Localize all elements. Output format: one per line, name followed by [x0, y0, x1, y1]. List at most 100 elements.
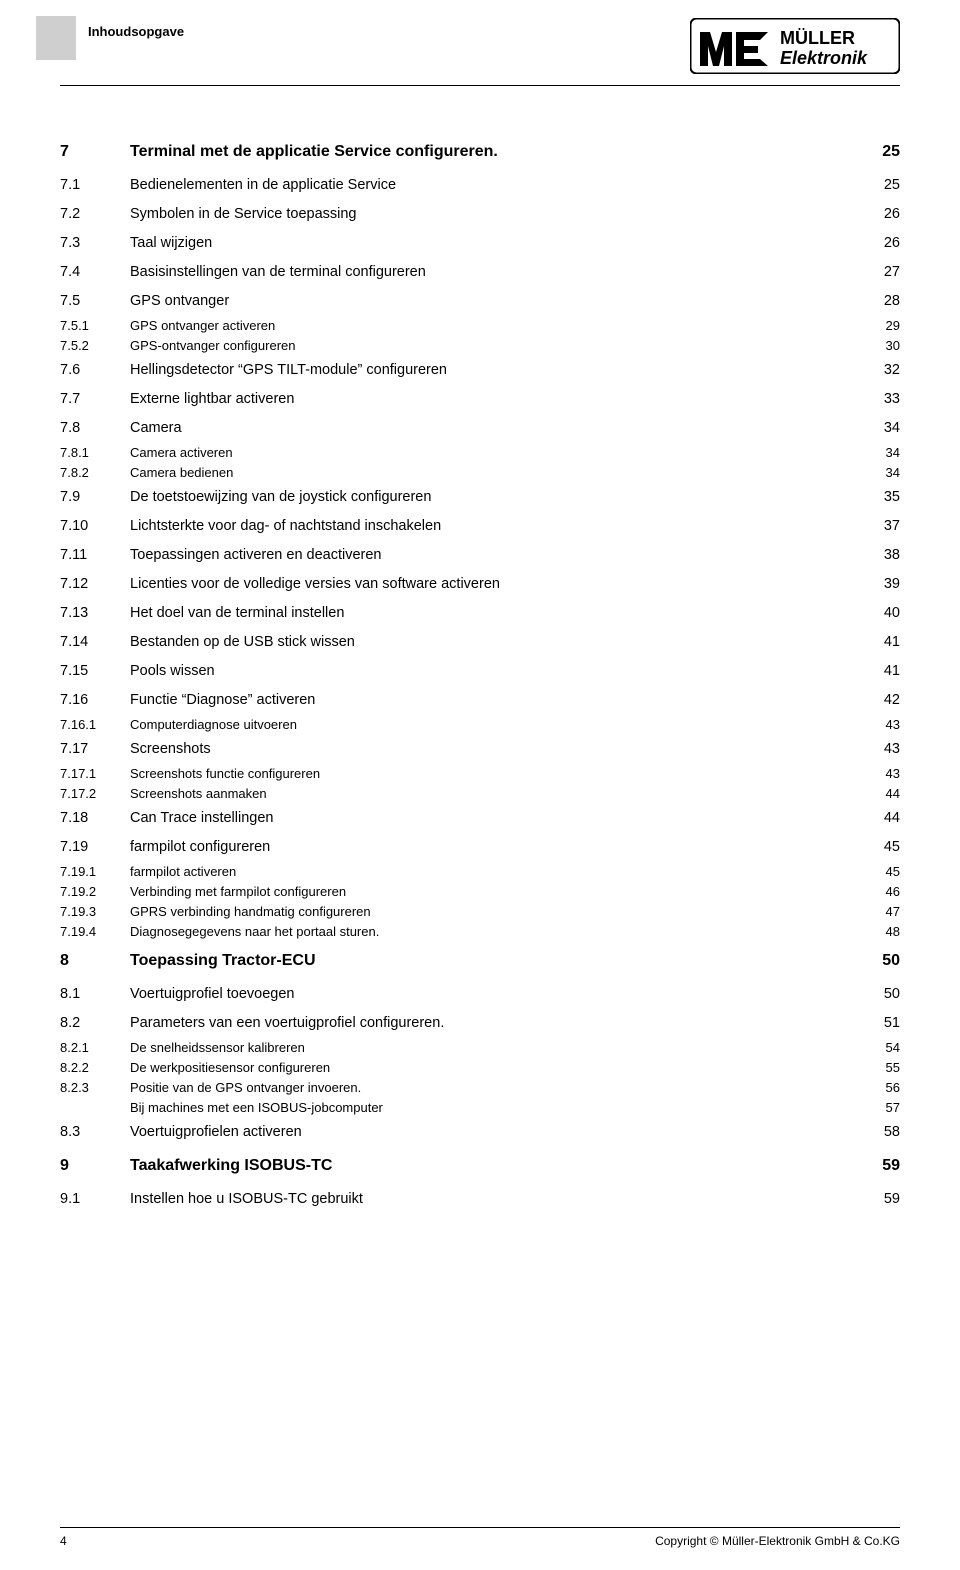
toc-row: 7.18Can Trace instellingen 44	[60, 803, 900, 832]
toc-section-number: 7.1	[60, 177, 130, 193]
toc-row: 9Taakafwerking ISOBUS-TC59	[60, 1146, 900, 1184]
toc-section-number: 8.2.1	[60, 1040, 130, 1055]
toc-row-left: 7.3Taal wijzigen	[60, 235, 212, 251]
toc-section-title: Lichtsterkte voor dag- of nachtstand ins…	[130, 518, 441, 534]
footer-page-number: 4	[60, 1534, 67, 1548]
toc-page-number: 42	[874, 692, 900, 708]
toc-page-number: 25	[874, 177, 900, 193]
toc-page-number: 40	[874, 605, 900, 621]
toc-row-left: 7.19farmpilot configureren	[60, 839, 270, 855]
toc-row-left: 7.19.4Diagnosegegevens naar het portaal …	[60, 924, 379, 939]
toc-section-number: 7.9	[60, 489, 130, 505]
toc-row: 8.2Parameters van een voertuigprofiel co…	[60, 1008, 900, 1037]
toc-section-number: 7.7	[60, 391, 130, 407]
toc-section-number: 7.17.1	[60, 766, 130, 781]
toc-section-title: farmpilot activeren	[130, 864, 236, 879]
toc-section-number: 7.8.1	[60, 445, 130, 460]
toc-row-left: 7.11Toepassingen activeren en deactivere…	[60, 547, 382, 563]
toc-page-number: 41	[874, 663, 900, 679]
toc-row-left: 7.17.2Screenshots aanmaken	[60, 786, 267, 801]
toc-page-number: 59	[874, 1191, 900, 1207]
toc-section-title: Taal wijzigen	[130, 235, 212, 251]
toc-section-title: GPS ontvanger	[130, 293, 229, 309]
toc-section-number: 7.5	[60, 293, 130, 309]
logo-text-top: MÜLLER	[780, 28, 855, 48]
toc-page-number: 48	[874, 924, 900, 939]
toc-section-title: Camera bedienen	[130, 465, 233, 480]
toc-row-left: 7.13Het doel van de terminal instellen	[60, 605, 344, 621]
toc-section-number: 9	[60, 1157, 130, 1175]
toc-section-number: 8.1	[60, 986, 130, 1002]
toc-page-number: 26	[874, 235, 900, 251]
toc-row: 8Toepassing Tractor-ECU50	[60, 941, 900, 979]
toc-row-left: 7.19.2Verbinding met farmpilot configure…	[60, 884, 346, 899]
toc-section-title: Bij machines met een ISOBUS-jobcomputer	[130, 1100, 383, 1115]
toc-row-left: 7.12Licenties voor de volledige versies …	[60, 576, 500, 592]
toc-row: 7.19.4Diagnosegegevens naar het portaal …	[60, 921, 900, 941]
toc-row-left: Bij machines met een ISOBUS-jobcomputer	[60, 1100, 383, 1115]
toc-page-number: 26	[874, 206, 900, 222]
toc-page-number: 54	[874, 1040, 900, 1055]
toc-row-left: 7.15Pools wissen	[60, 663, 215, 679]
toc-section-title: De snelheidssensor kalibreren	[130, 1040, 305, 1055]
toc-row: 7.19farmpilot configureren45	[60, 832, 900, 861]
toc-row-left: 7.18Can Trace instellingen	[60, 810, 273, 826]
toc-section-number: 7.19.4	[60, 924, 130, 939]
toc-section-title: Voertuigprofielen activeren	[130, 1124, 302, 1140]
toc-section-title: Instellen hoe u ISOBUS-TC gebruikt	[130, 1191, 363, 1207]
toc-row: 7.9De toetstoewijzing van de joystick co…	[60, 482, 900, 511]
toc-section-title: Het doel van de terminal instellen	[130, 605, 344, 621]
header-left: Inhoudsopgave	[60, 24, 184, 60]
toc-row-left: 7.7Externe lightbar activeren	[60, 391, 294, 407]
toc-page-number: 33	[874, 391, 900, 407]
toc-section-title: Pools wissen	[130, 663, 215, 679]
toc-page-number: 58	[874, 1124, 900, 1140]
toc-row-left: 7.6Hellingsdetector “GPS TILT-module” co…	[60, 362, 447, 378]
toc-section-number: 7.19.1	[60, 864, 130, 879]
logo-text-bottom: Elektronik	[780, 48, 868, 68]
toc-section-title: farmpilot configureren	[130, 839, 270, 855]
toc-section-number: 7.13	[60, 605, 130, 621]
toc-row: 7.19.1farmpilot activeren45	[60, 861, 900, 881]
toc-section-title: Bedienelementen in de applicatie Service	[130, 177, 396, 193]
toc-section-title: GPRS verbinding handmatig configureren	[130, 904, 371, 919]
table-of-contents: 7Terminal met de applicatie Service conf…	[60, 132, 900, 1213]
toc-page-number: 57	[874, 1100, 900, 1115]
toc-row-left: 7.8Camera	[60, 420, 182, 436]
toc-row: 7.19.3GPRS verbinding handmatig configur…	[60, 901, 900, 921]
page-footer: 4 Copyright © Müller-Elektronik GmbH & C…	[60, 1527, 900, 1548]
toc-section-number: 7.5.2	[60, 338, 130, 353]
toc-page-number: 55	[874, 1060, 900, 1075]
toc-row-left: 8.2.3Positie van de GPS ontvanger invoer…	[60, 1080, 361, 1095]
toc-section-title: De werkpositiesensor configureren	[130, 1060, 330, 1075]
toc-row-left: 7.2Symbolen in de Service toepassing	[60, 206, 357, 222]
toc-page-number: 39	[874, 576, 900, 592]
toc-section-number: 7.8.2	[60, 465, 130, 480]
toc-row-left: 7.17Screenshots	[60, 741, 211, 757]
toc-row: 7.1Bedienelementen in de applicatie Serv…	[60, 170, 900, 199]
toc-section-title: Camera	[130, 420, 182, 436]
toc-row: Bij machines met een ISOBUS-jobcomputer 5…	[60, 1097, 900, 1117]
toc-section-number: 7.8	[60, 420, 130, 436]
toc-row-left: 7.19.1farmpilot activeren	[60, 864, 236, 879]
toc-section-title: Toepassing Tractor-ECU	[130, 952, 316, 970]
toc-row: 7.7Externe lightbar activeren 33	[60, 384, 900, 413]
toc-section-number: 7.19.3	[60, 904, 130, 919]
toc-section-number: 7.2	[60, 206, 130, 222]
toc-section-title: Camera activeren	[130, 445, 233, 460]
toc-page-number: 43	[874, 717, 900, 732]
header-title: Inhoudsopgave	[88, 24, 184, 39]
toc-section-number: 7.16	[60, 692, 130, 708]
toc-page-number: 34	[874, 420, 900, 436]
toc-section-number: 8.2.2	[60, 1060, 130, 1075]
toc-row-left: 8Toepassing Tractor-ECU	[60, 952, 316, 970]
toc-section-number: 8	[60, 952, 130, 970]
toc-page-number: 41	[874, 634, 900, 650]
toc-page-number: 50	[874, 986, 900, 1002]
toc-section-number: 7.12	[60, 576, 130, 592]
toc-row-left: 7.1Bedienelementen in de applicatie Serv…	[60, 177, 396, 193]
toc-section-title: Positie van de GPS ontvanger invoeren.	[130, 1080, 361, 1095]
toc-row: 7.17Screenshots43	[60, 734, 900, 763]
toc-section-title: Symbolen in de Service toepassing	[130, 206, 357, 222]
toc-page-number: 44	[874, 810, 900, 826]
